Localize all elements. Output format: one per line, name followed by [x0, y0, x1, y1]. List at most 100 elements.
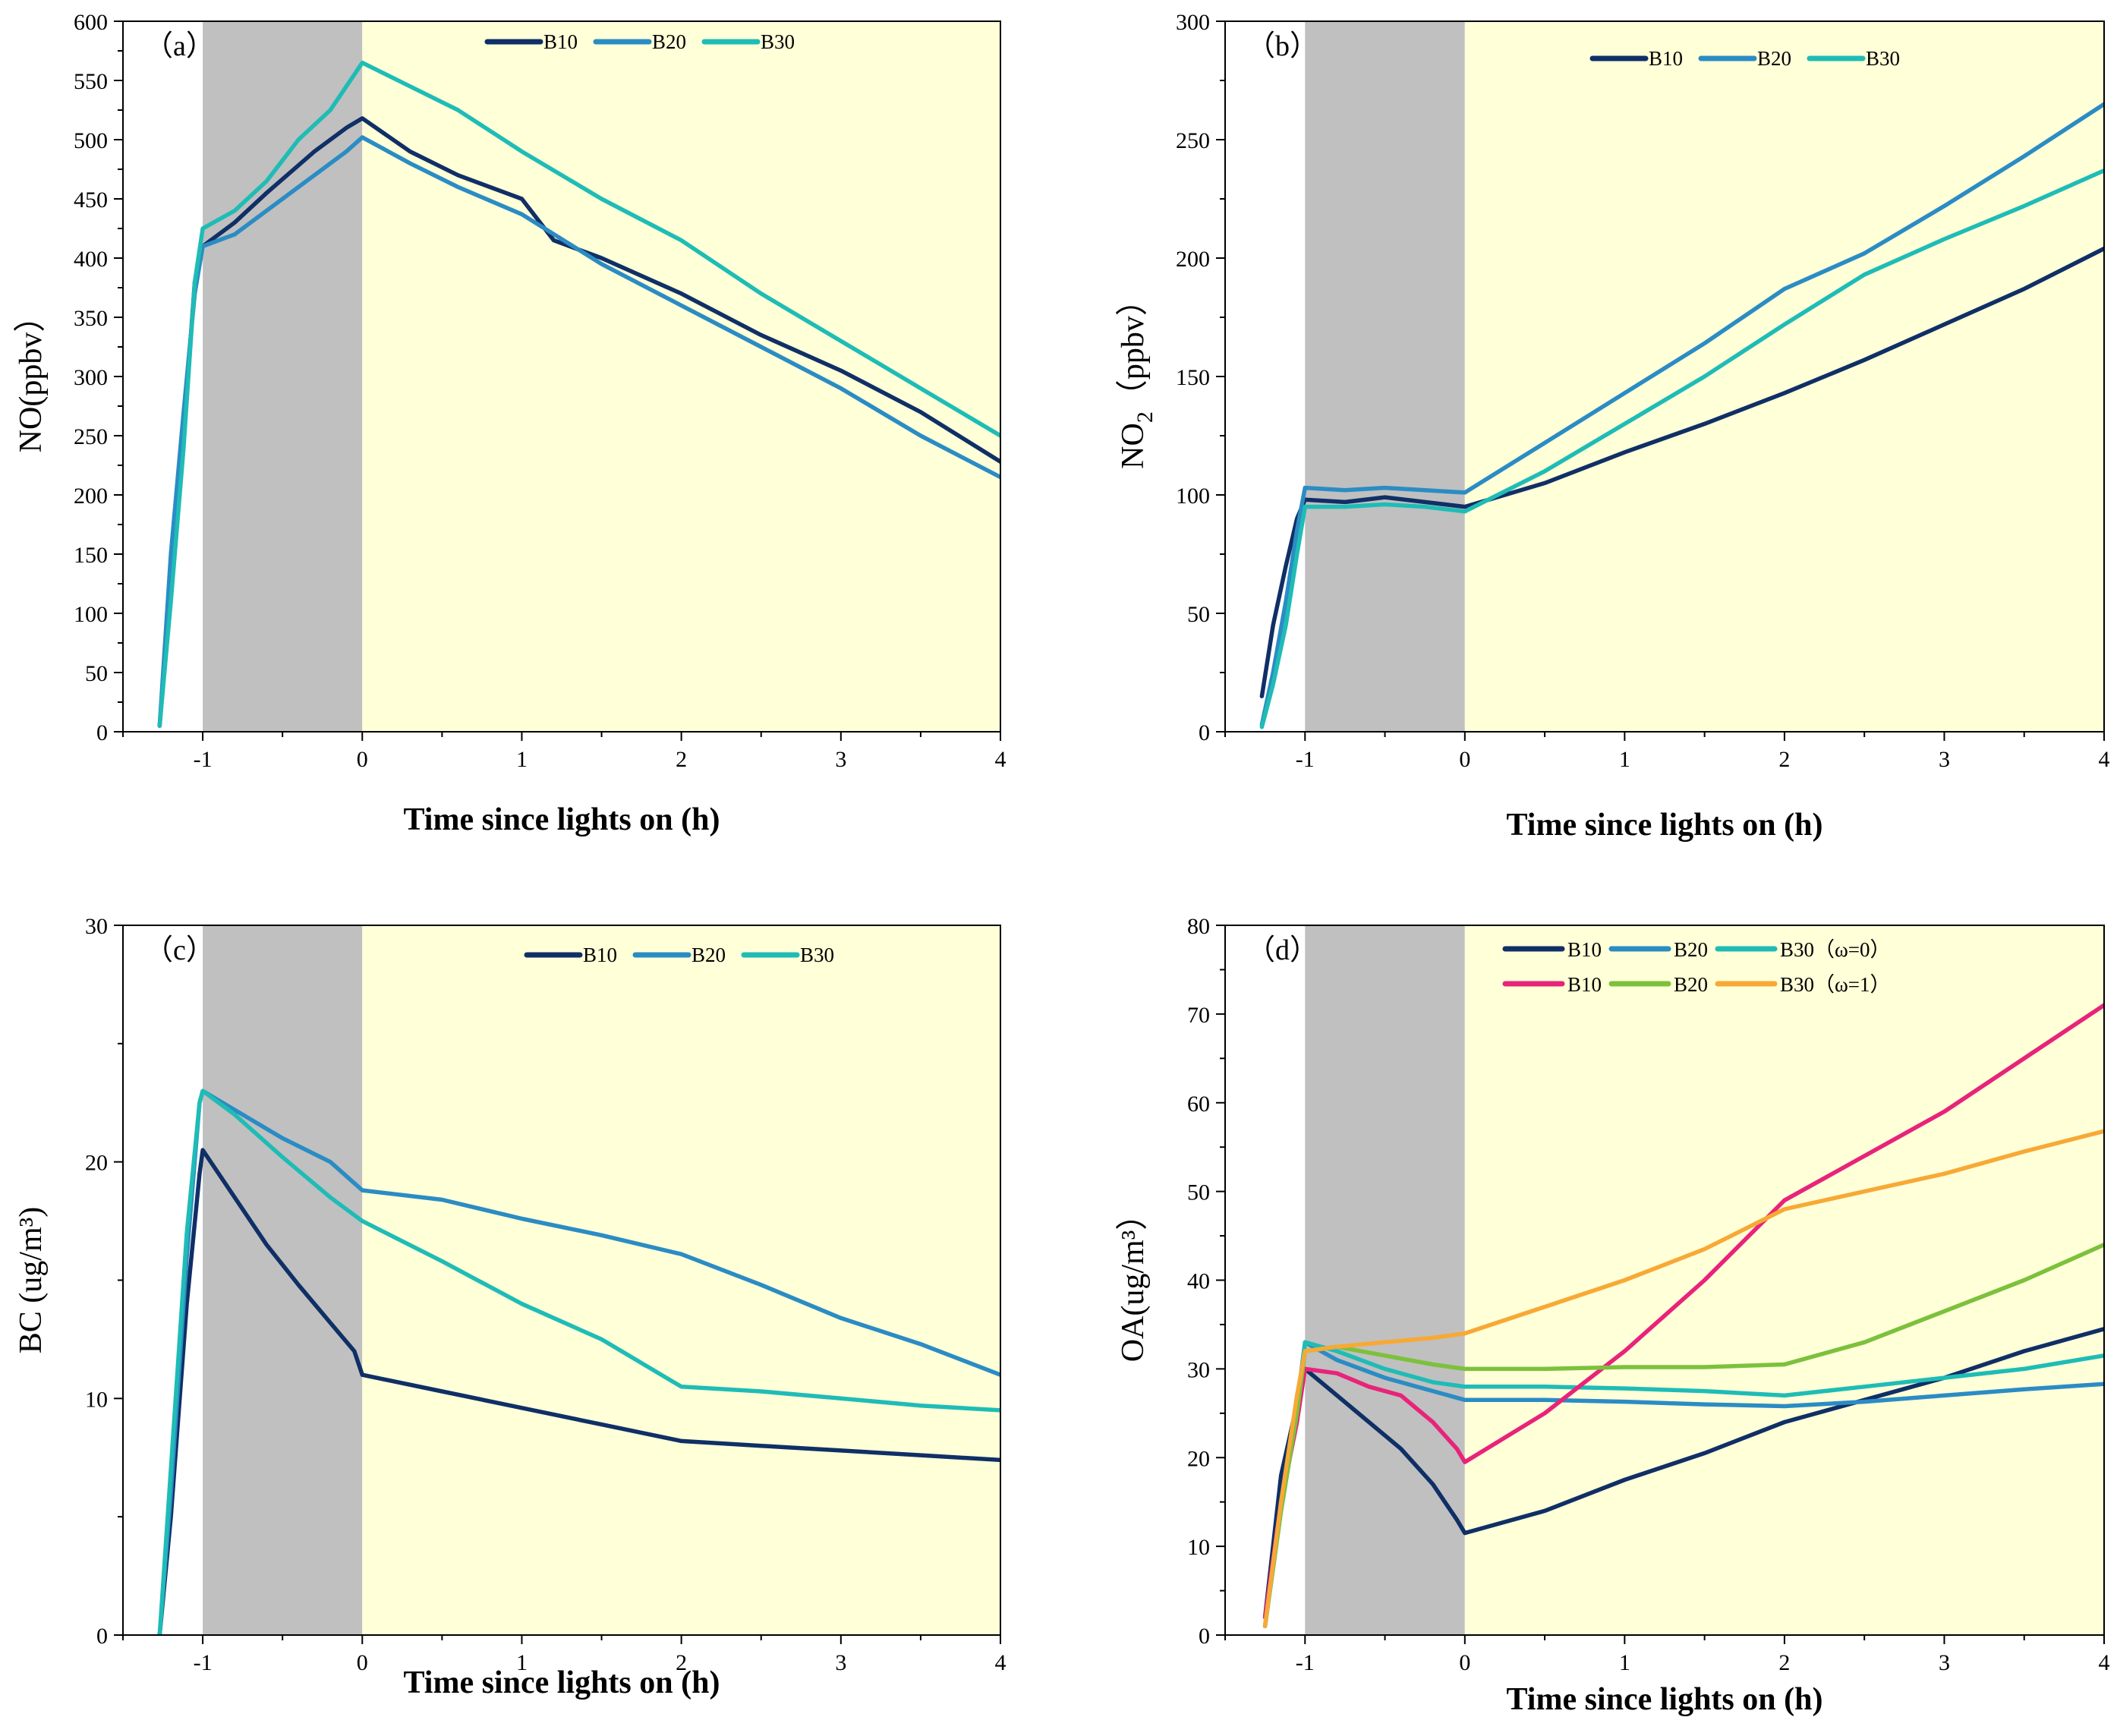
y-tick-label: 20: [1187, 1446, 1210, 1471]
y-tick-label: 250: [74, 424, 108, 449]
dark-period-shade: [1305, 21, 1465, 732]
y-tick-label: 100: [74, 602, 108, 627]
x-tick-label: 3: [835, 747, 846, 772]
legend-label: B20: [1674, 973, 1708, 996]
x-axis-title: Time since lights on (h): [404, 1665, 720, 1700]
y-tick-label: 200: [74, 484, 108, 509]
x-tick-label: 1: [1619, 747, 1630, 772]
legend: B10 B20 B30（ω=0） B10 B20 B30（ω=1）: [1502, 938, 1891, 996]
x-tick-label: 4: [995, 747, 1007, 772]
light-period-shade: [362, 21, 1001, 732]
y-tick-label: 300: [74, 365, 108, 390]
legend-label: B10: [1567, 938, 1602, 961]
x-tick-label: -1: [194, 747, 213, 772]
y-axis-title: NO(ppbv）: [14, 301, 49, 453]
legend-label: B30: [1866, 47, 1900, 70]
x-tick-label: 1: [516, 747, 528, 772]
y-tick-label: 100: [1176, 484, 1210, 509]
x-tick-label: 4: [2099, 1650, 2110, 1675]
legend-label: B30: [761, 30, 795, 53]
x-tick-label: 2: [676, 1650, 687, 1675]
legend-label: B30（ω=1）: [1780, 973, 1891, 996]
legend-label: B10: [543, 30, 578, 53]
light-period-shade: [362, 925, 1001, 1635]
y-tick-label: 400: [74, 247, 108, 272]
light-period-shade: [1464, 925, 2104, 1635]
series-line-b30-w1: [1262, 1129, 2104, 1629]
y-tick-label: 0: [96, 1624, 108, 1649]
series-line-b20: [1259, 102, 2104, 727]
x-tick-label: 2: [676, 747, 687, 772]
y-tick-label: 0: [1199, 720, 1210, 745]
y-axis-title: OA(ug/m³）: [1116, 1199, 1151, 1363]
y-axis-title: NO2（ppbv）: [1116, 284, 1158, 469]
y-tick-label: 30: [85, 914, 108, 939]
dark-period-shade: [203, 925, 363, 1635]
panel-a: -1 0 1 2 3 4 0 50 100 150 200 250 300 350 400 450 500 550…: [14, 10, 1007, 837]
legend-label: B20: [691, 944, 726, 966]
y-tick-label: 50: [1187, 1180, 1210, 1205]
series-line-b10-w1: [1262, 1003, 2104, 1620]
dark-period-shade: [1305, 925, 1465, 1635]
x-tick-label: -1: [194, 1650, 213, 1675]
legend-label: B20: [652, 30, 686, 53]
y-tick-label: 0: [1199, 1624, 1210, 1649]
y-tick-label: 450: [74, 187, 108, 213]
y-tick-label: 150: [1176, 365, 1210, 390]
panel-label: （a）: [144, 30, 215, 62]
y-tick-label: 60: [1187, 1092, 1210, 1117]
series-lines: [157, 1089, 1000, 1635]
series-line-b10: [1259, 246, 2104, 698]
x-tick-label: 1: [516, 1650, 528, 1675]
legend-label: B30（ω=0）: [1780, 938, 1891, 961]
legend: B10 B20 B30: [484, 30, 795, 53]
y-tick-label: 40: [1187, 1269, 1210, 1294]
x-tick-label: -1: [1296, 747, 1315, 772]
x-axis-title: Time since lights on (h): [1507, 1682, 1823, 1717]
series-lines: [1259, 102, 2104, 729]
y-tick-label: 350: [74, 306, 108, 331]
y-tick-label: 0: [96, 720, 108, 745]
series-line-b10: [157, 1148, 1000, 1635]
panel-label: （d）: [1246, 934, 1318, 966]
legend-label: B10: [583, 944, 617, 966]
panel-label: （c）: [144, 934, 215, 966]
x-tick-label: 3: [835, 1650, 846, 1675]
legend-label: B10: [1567, 973, 1602, 996]
series-lines: [1262, 1003, 2104, 1629]
legend-label: B20: [1757, 47, 1791, 70]
x-tick-label: 0: [357, 1650, 368, 1675]
legend: B10 B20 B30: [1589, 47, 1900, 70]
y-tick-label: 550: [74, 69, 108, 94]
x-tick-label: 0: [1459, 747, 1470, 772]
x-tick-label: 1: [1619, 1650, 1630, 1675]
x-axis-title: Time since lights on (h): [1507, 808, 1823, 843]
y-tick-label: 150: [74, 543, 108, 568]
x-tick-label: 4: [995, 1650, 1007, 1675]
panel-c: -1 0 1 2 3 4 0 10 20 30 （c） Time since lights on (h…: [14, 914, 1007, 1700]
series-lines: [157, 60, 1000, 728]
y-tick-label: 200: [1176, 247, 1210, 272]
dark-period-shade: [203, 21, 363, 732]
series-line-b30: [157, 60, 1000, 728]
y-tick-label: 20: [85, 1151, 108, 1176]
x-tick-label: 3: [1939, 747, 1950, 772]
x-tick-label: 0: [357, 747, 368, 772]
y-tick-label: 80: [1187, 914, 1210, 939]
y-tick-label: 500: [74, 128, 108, 153]
series-line-b30: [1259, 168, 2104, 729]
legend-label: B20: [1674, 938, 1708, 961]
y-axis-title: BC (ug/m³): [14, 1207, 49, 1353]
y-tick-label: 70: [1187, 1003, 1210, 1028]
y-tick-label: 50: [85, 661, 108, 686]
x-tick-label: 2: [1778, 747, 1790, 772]
panel-label: （b）: [1246, 30, 1318, 62]
y-tick-label: 250: [1176, 128, 1210, 153]
x-tick-label: 0: [1459, 1650, 1470, 1675]
panel-b: -1 0 1 2 3 4 0 50 100 150 200 250 300 （b） Time since l…: [1116, 10, 2110, 843]
x-tick-label: 3: [1939, 1650, 1950, 1675]
y-tick-label: 50: [1187, 602, 1210, 627]
legend-label: B30: [800, 944, 834, 966]
